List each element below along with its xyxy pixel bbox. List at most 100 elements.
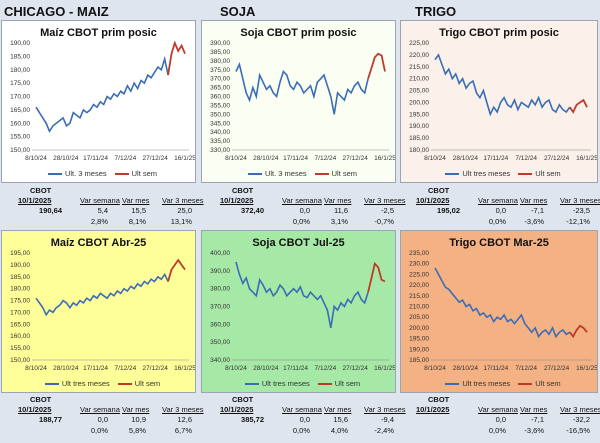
stats-pct-value: -3,6% [524,217,544,226]
legend-label-three-months: Ult tres meses [261,379,310,388]
legend-label-three-months: Ult tres meses [61,379,110,388]
x-tick-label: 27/12/24 [544,155,570,162]
y-tick-label: 380,00 [210,286,230,293]
stats-col-header: Var semana [478,196,518,205]
stats-date: 10/1/2025 [18,405,52,414]
y-tick-label: 195,00 [409,111,429,118]
stats-price: 190,64 [39,206,62,215]
y-tick-label: 380,00 [210,58,230,65]
y-tick-label: 160,00 [10,333,30,340]
y-tick-label: 190,00 [10,262,30,269]
chart-panel-trigo-mar25: 185,00 190,00 195,00 200,00 205,00 210,00 215,… [400,230,598,393]
stats-block-maiz-prim: CBOT 10/1/2025 Var semana Var mes Var 3 mese… [18,186,204,230]
stats-block-trigo-prim: CBOT 10/1/2025 Var semana Var mes Var 3 mese… [416,186,600,230]
stats-pct-value: 2,8% [90,217,108,226]
stats-pct-value: -2,4% [374,426,394,435]
y-tick-label: 185,00 [409,135,429,142]
legend-swatch-blue [445,173,460,176]
chart-title: Maíz CBOT prim posic [40,27,157,39]
stats-block-maiz-abr25: CBOT 10/1/2025 Var semana Var mes Var 3 mese… [18,395,204,439]
stats-pct-value: -12,1% [566,217,590,226]
y-tick-label: 170,00 [10,94,30,101]
y-tick-label: 150,00 [10,147,30,154]
legend-swatch-red [518,173,533,176]
series-line-week [569,324,588,339]
stats-abs-value: 0,0 [495,206,506,215]
y-tick-label: 195,00 [409,336,429,343]
y-tick-label: 225,00 [409,40,429,47]
stats-abs-value: 15,5 [131,206,146,215]
x-tick-label: 8/10/24 [225,365,247,372]
x-tick-label: 16/1/25 [374,155,395,162]
y-tick-label: 365,00 [210,85,230,92]
x-tick-label: 27/12/24 [544,365,570,372]
x-tick-label: 28/10/24 [53,155,79,162]
stats-col-header: Var mes [520,196,548,205]
y-tick-label: 175,00 [10,80,30,87]
legend-swatch-blue [445,383,460,386]
series-line-three-months [434,53,571,117]
y-tick-label: 355,00 [210,102,230,109]
stats-abs-value: -9,4 [381,415,394,424]
y-tick-label: 155,00 [10,134,30,141]
x-tick-label: 16/1/25 [174,155,195,162]
x-tick-label: 7/12/24 [515,155,537,162]
stats-abs-value: -32,2 [572,415,590,424]
legend-label-week: Ult sem [131,169,158,178]
stats-block-soja-prim: CBOT 10/1/2025 Var semana Var mes Var 3 mese… [220,186,406,230]
stats-price: 372,40 [241,206,264,215]
stats-abs-value: 25,0 [177,206,192,215]
x-tick-label: 8/10/24 [225,155,247,162]
chart-title: Trigo CBOT prim posic [439,27,559,39]
y-tick-label: 340,00 [210,129,230,136]
y-tick-label: 375,00 [210,67,230,74]
stats-col-header: Var semana [478,405,518,414]
y-tick-label: 185,00 [409,357,429,364]
chart-panel-trigo-prim: 180,00 185,00 190,00 195,00 200,00 205,00 210,… [400,20,598,183]
stats-abs-value: -2,5 [381,206,394,215]
x-tick-label: 28/10/24 [453,365,479,372]
stats-abs-value: 15,6 [333,415,348,424]
stats-col-header: Var semana [80,196,120,205]
y-tick-label: 215,00 [409,293,429,300]
stats-col-header: Var semana [80,405,120,414]
stats-abs-value: 12,6 [177,415,192,424]
legend-swatch-blue [244,383,259,386]
chart-panel-soja-prim: 330,00 335,00 340,00 345,00 350,00 355,00 360,… [201,20,396,183]
y-tick-label: 160,00 [10,120,30,127]
y-tick-label: 400,00 [210,250,230,257]
x-tick-label: 17/11/24 [483,365,508,372]
series-line-three-months [434,267,571,339]
stats-pct-value: 4,0% [330,426,348,435]
legend-label-three-months: Ult tres meses [462,169,511,178]
series-line-three-months [35,55,169,134]
chart-title: Soja CBOT prim posic [240,27,357,39]
stats-pct-value: -16,5% [566,426,590,435]
y-tick-label: 390,00 [210,268,230,275]
x-tick-label: 17/11/24 [83,155,108,162]
stats-col-header: Var semana [282,196,322,205]
stats-col-header: Var 3 meses [162,196,204,205]
stats-pct-value: 5,8% [128,426,146,435]
chart-svg-soja-prim: 330,00 335,00 340,00 345,00 350,00 355,00360,… [210,40,395,162]
y-tick-label: 180,00 [409,147,429,154]
chart-title: Maíz CBOT Abr-25 [50,237,147,249]
y-tick-label: 205,00 [409,88,429,95]
x-tick-label: 7/12/24 [115,155,137,162]
x-tick-label: 28/10/24 [453,155,479,162]
series-line-three-months [235,62,369,115]
x-tick-label: 8/10/24 [424,155,446,162]
stats-date: 10/1/2025 [220,196,254,205]
stats-abs-value: 10,9 [131,415,146,424]
stats-abs-value: 0,0 [299,206,310,215]
x-tick-label: 8/10/24 [25,365,47,372]
stats-cbot-label: CBOT [428,186,450,195]
chart-panel-soja-jul25: 340,00 350,00 360,00 370,00 380,00 390,00 400,… [201,230,396,393]
series-line-week [367,52,386,79]
y-tick-label: 220,00 [409,282,429,289]
chart-svg-trigo-prim: 180,00 185,00 190,00 195,00 200,00 205,00 210,… [409,40,597,162]
stats-pct-value: 8,1% [128,217,146,226]
stats-price: 385,72 [241,415,264,424]
stats-cbot-label: CBOT [232,395,254,404]
stats-abs-value: -7,1 [531,415,544,424]
